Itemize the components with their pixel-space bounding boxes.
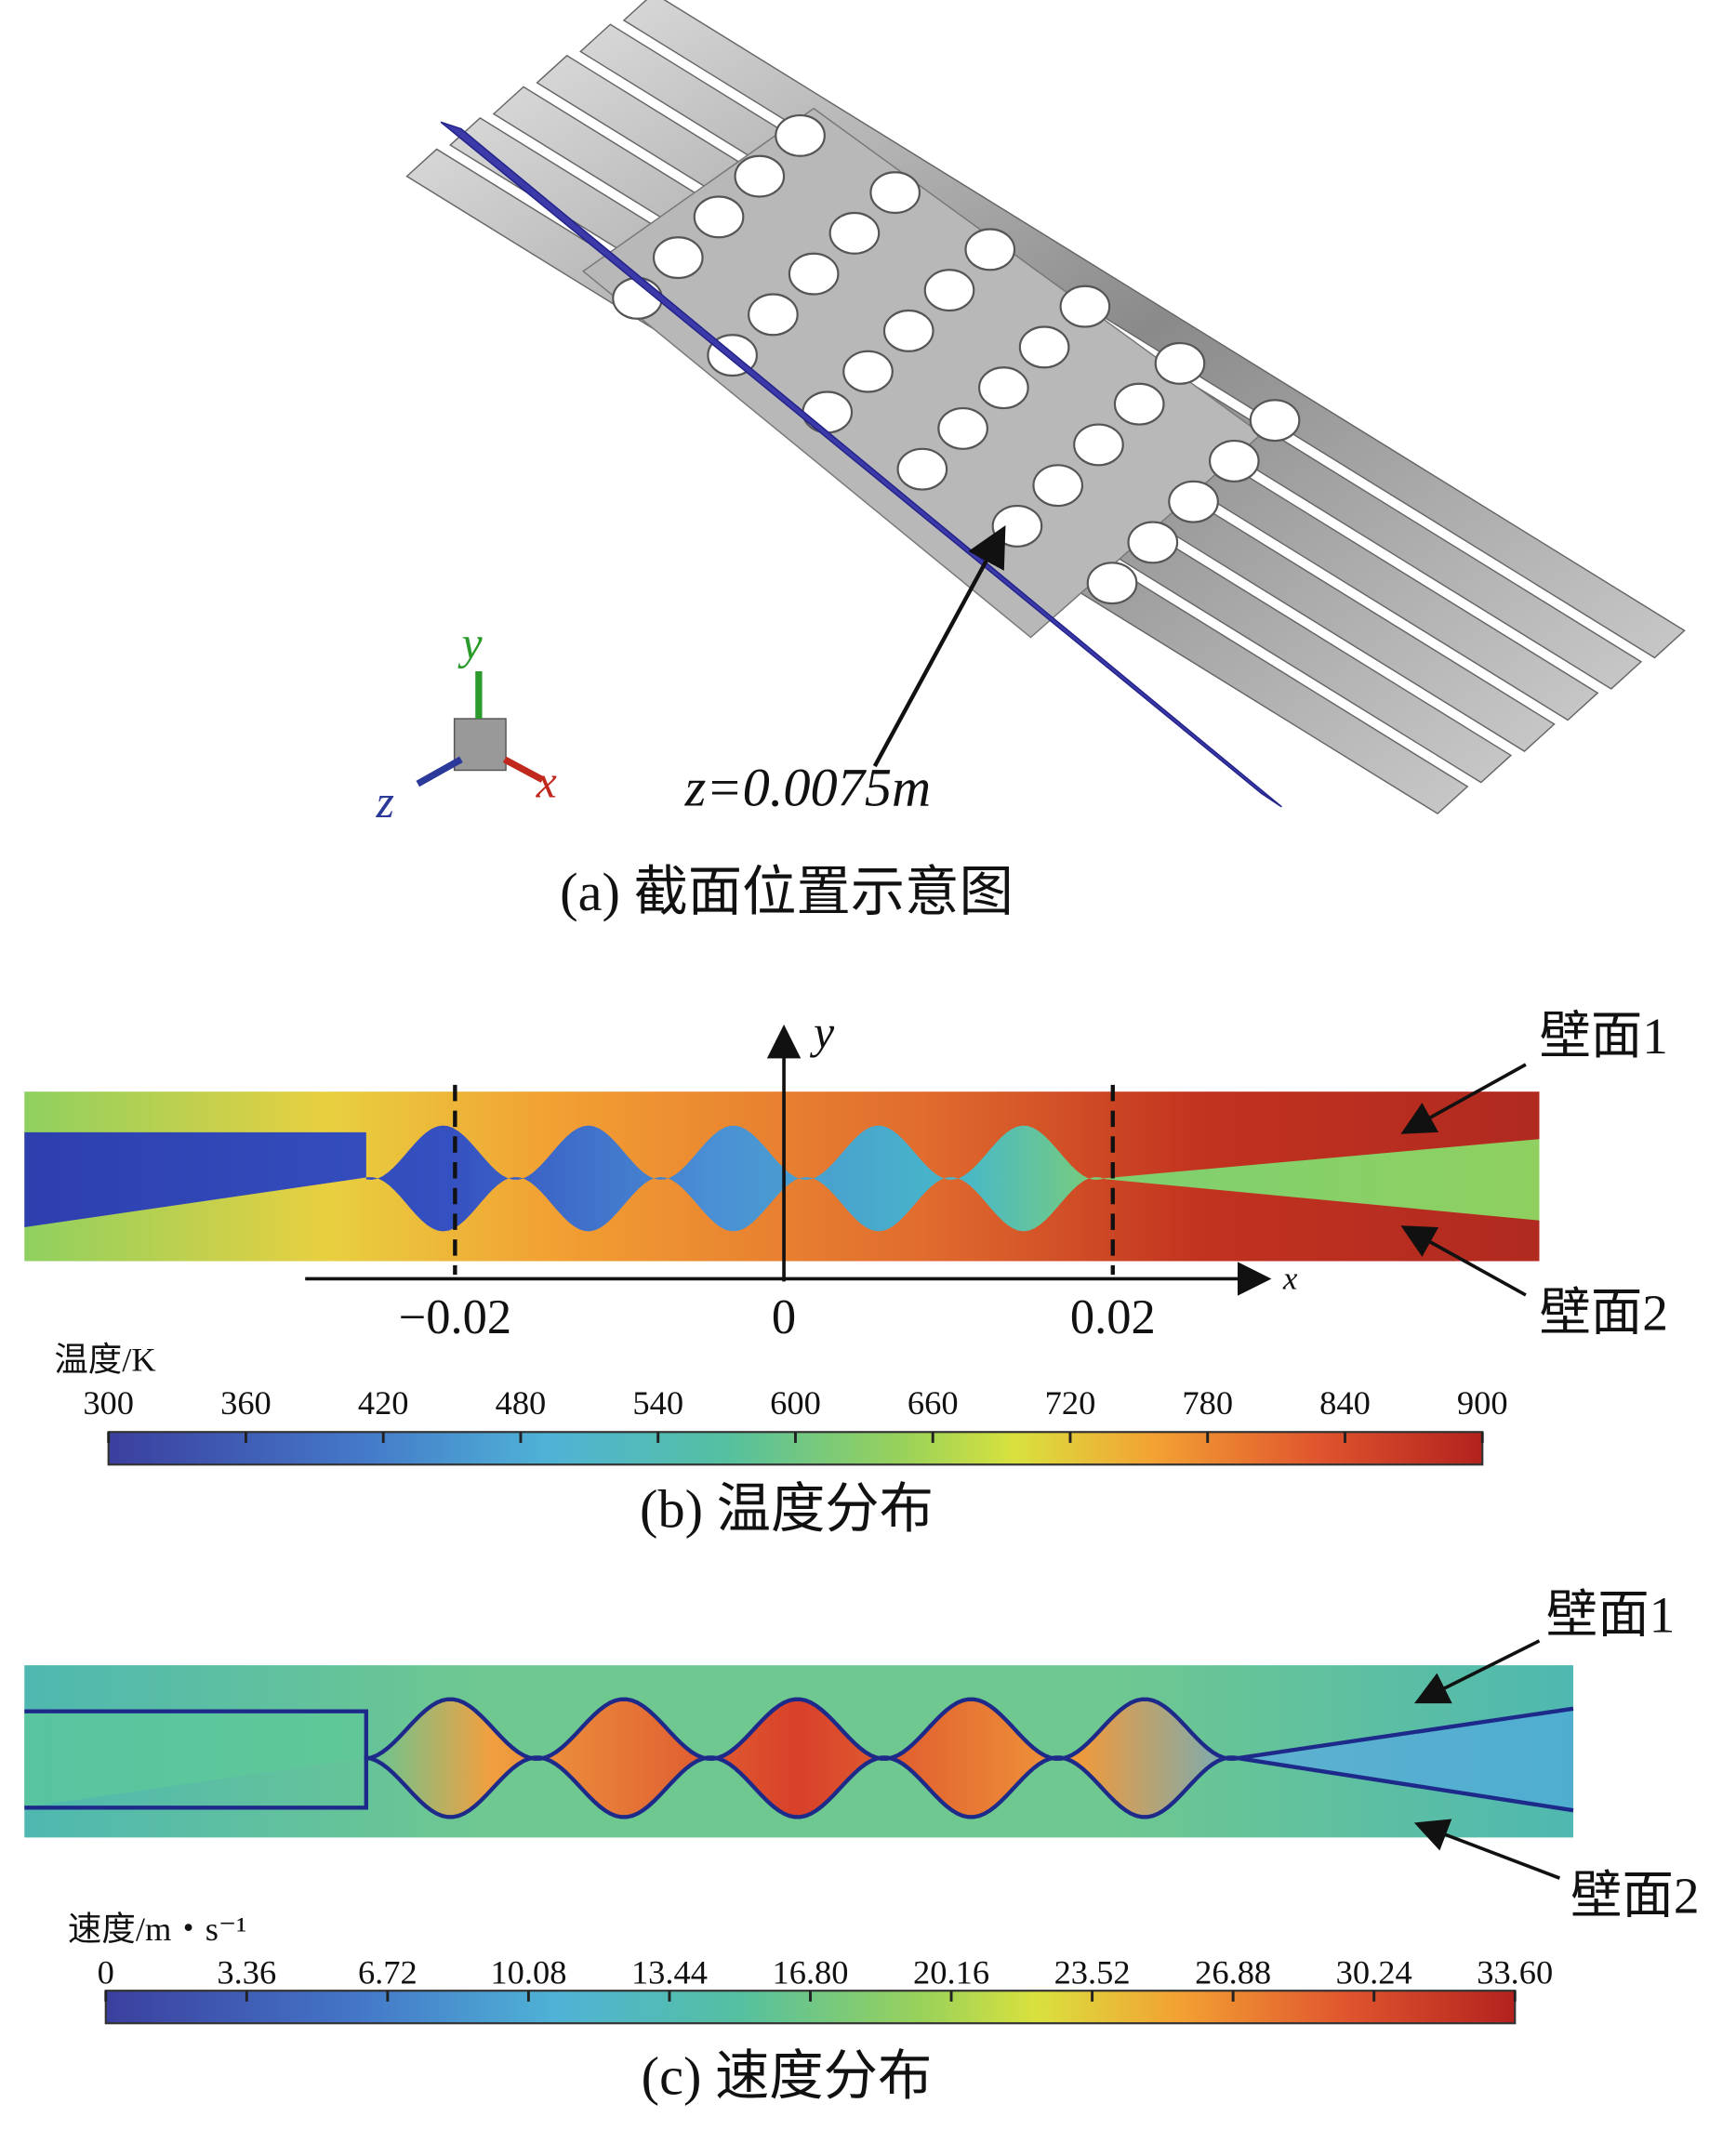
colorbar-tick-label: 420 (358, 1384, 409, 1422)
pore (1208, 439, 1260, 483)
colorbar-tick-label: 300 (83, 1384, 134, 1422)
pore (1113, 382, 1165, 426)
colorbar-title: 速度/m・s⁻¹ (68, 1911, 246, 1948)
colorbar-tick-label: 780 (1182, 1384, 1233, 1422)
colorbar-tick-label: 660 (908, 1384, 959, 1422)
pore (693, 195, 745, 239)
colorbar-tick-label: 900 (1457, 1384, 1508, 1422)
caption-b: (b) 温度分布 (640, 1479, 934, 1540)
colorbar-tick-label: 600 (770, 1384, 821, 1422)
colorbar-title: 温度/K (54, 1341, 155, 1378)
pore (652, 236, 704, 280)
pore (802, 390, 854, 434)
pore (923, 269, 975, 312)
colorbar-tick-label: 23.52 (1054, 1954, 1131, 1991)
colorbar-tick-label: 6.72 (358, 1954, 417, 1991)
section-label: z=0.0075m (684, 758, 932, 818)
x-tick-label: −0.02 (399, 1290, 511, 1344)
colorbar-tick-label: 360 (220, 1384, 272, 1422)
pore (978, 366, 1029, 410)
colorbar-tick-label: 26.88 (1195, 1954, 1271, 1991)
pore (775, 113, 826, 157)
pore (1127, 521, 1179, 564)
velocity-field (24, 1665, 1574, 1838)
pore (937, 406, 988, 450)
colorbar-tick-label: 540 (632, 1384, 683, 1422)
colorbar-tick-label: 20.16 (913, 1954, 989, 1991)
x-axis-label: x (1282, 1260, 1298, 1296)
pore (882, 309, 934, 352)
colorbar-tick-label: 720 (1045, 1384, 1096, 1422)
caption-a: (a) 截面位置示意图 (560, 862, 1014, 922)
pore (842, 350, 894, 393)
wall-arrow (1413, 1819, 1561, 1880)
y-axis-label: y (809, 1007, 835, 1058)
wall-1 (24, 1697, 1574, 1762)
pore (748, 293, 799, 337)
colorbar-tick-label: 3.36 (217, 1954, 276, 1991)
triad-z (416, 756, 463, 787)
axis-z-label: z (376, 776, 394, 827)
temperature-field (24, 1091, 1540, 1262)
pore (1032, 464, 1084, 508)
colorbar-tick-label: 13.44 (631, 1954, 708, 1991)
cold-core (24, 1125, 1540, 1232)
pore (896, 447, 948, 491)
pore (991, 504, 1043, 548)
pore (1073, 423, 1124, 467)
axis-x-label: x (536, 756, 557, 807)
colorbar-tick-label: 10.08 (490, 1954, 566, 1991)
pore (1086, 562, 1138, 605)
colorbar-tick-label: 16.80 (772, 1954, 848, 1991)
pore (1249, 399, 1301, 443)
wall-arrow (1413, 1639, 1541, 1704)
pore (1154, 341, 1206, 385)
wall-arrow (1400, 1063, 1527, 1134)
pore (734, 154, 786, 198)
colorbar-tick-label: 33.60 (1477, 1954, 1553, 1991)
colorbar-tick-label: 840 (1319, 1384, 1371, 1422)
wall-arrow (1400, 1225, 1527, 1297)
colorbar-tick-label: 30.24 (1336, 1954, 1412, 1991)
triad-x (502, 756, 545, 783)
pore (788, 252, 840, 296)
colorbar-tick-label: 480 (496, 1384, 547, 1422)
x-tick-label: 0.02 (1070, 1290, 1156, 1344)
pore (869, 171, 921, 215)
wall-label: 壁面1 (1546, 1587, 1676, 1644)
wall-label: 壁面2 (1570, 1868, 1700, 1925)
caption-c: (c) 速度分布 (642, 2045, 933, 2106)
pore (964, 228, 1016, 271)
x-tick-label: 0 (772, 1290, 796, 1344)
pore (1018, 325, 1070, 369)
axis-y-label: y (457, 618, 484, 669)
wall-label: 壁面1 (1539, 1008, 1668, 1065)
pore (1059, 284, 1111, 328)
pore (828, 211, 881, 255)
pore (612, 276, 663, 320)
pore (1168, 480, 1219, 523)
wall-label: 壁面2 (1539, 1284, 1668, 1341)
colorbar-tick-label: 0 (98, 1954, 114, 1991)
structure-3d (405, 0, 1686, 815)
pointer-arrow (872, 525, 1006, 768)
wall-2 (24, 1754, 1574, 1819)
